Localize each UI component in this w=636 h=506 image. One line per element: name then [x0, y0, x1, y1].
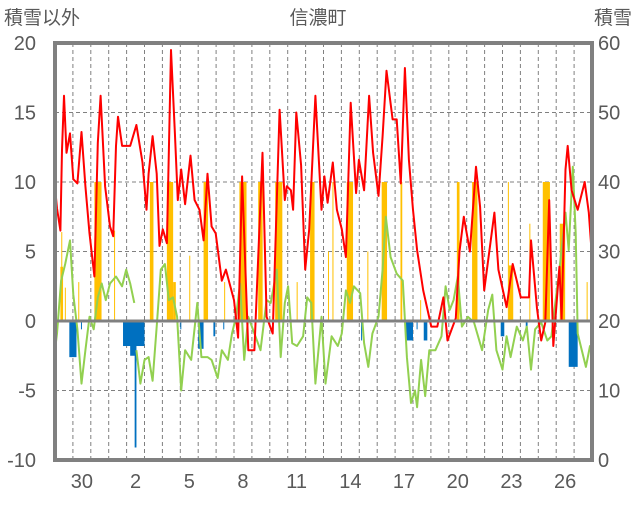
- orange-bar: [64, 287, 66, 321]
- orange-bar: [149, 182, 154, 321]
- right-y-tick-label: 20: [598, 311, 620, 333]
- blue-bar: [500, 321, 505, 337]
- orange-bar: [542, 182, 550, 321]
- blue-bar: [223, 321, 225, 330]
- blue-bar: [134, 321, 137, 448]
- orange-bar: [400, 182, 403, 321]
- orange-bar: [508, 265, 514, 321]
- orange-bar: [258, 182, 263, 321]
- red-line: [54, 49, 593, 352]
- orange-bar: [507, 182, 509, 321]
- left-axis-title: 積雪以外: [4, 7, 80, 29]
- orange-bar: [114, 230, 116, 321]
- orange-bar: [332, 182, 334, 321]
- x-tick-label: 11: [286, 471, 307, 493]
- right-y-tick-label: 40: [598, 172, 620, 194]
- right-y-tick-label: 30: [598, 242, 620, 264]
- right-y-tick-label: 50: [598, 103, 620, 125]
- x-tick-label: 2: [130, 471, 141, 493]
- blue-bar: [130, 321, 136, 356]
- blue-bar: [405, 321, 413, 341]
- blue-bar: [180, 321, 182, 330]
- left-y-tick-label: -5: [18, 381, 36, 403]
- x-tick-label: 17: [393, 471, 415, 493]
- blue-bar: [423, 321, 428, 341]
- blue-bar: [69, 321, 77, 358]
- left-y-tick-label: 5: [25, 242, 36, 264]
- chart-title: 信濃町: [289, 7, 346, 29]
- orange-bar: [296, 282, 298, 321]
- left-y-tick-label: -10: [7, 450, 36, 472]
- x-tick-label: 26: [554, 471, 576, 493]
- orange-bar: [456, 182, 460, 321]
- orange-bar: [472, 182, 478, 321]
- orange-bar: [224, 282, 226, 321]
- left-y-tick-label: 20: [14, 33, 36, 55]
- orange-bar: [78, 282, 80, 321]
- orange-bar: [420, 300, 422, 321]
- blue-bar: [361, 321, 363, 341]
- green-line: [54, 239, 136, 385]
- blue-bar: [198, 321, 204, 349]
- x-tick-label: 5: [184, 471, 195, 493]
- green-line: [135, 165, 593, 409]
- right-y-tick-label: 60: [598, 33, 620, 55]
- x-tick-label: 8: [237, 471, 248, 493]
- orange-bar: [94, 182, 102, 321]
- orange-bar: [203, 182, 209, 321]
- blue-bar: [568, 321, 578, 367]
- right-axis-title: 積雪: [594, 7, 632, 29]
- orange-bar: [367, 251, 369, 321]
- plot-frame: [53, 41, 594, 462]
- orange-bar: [310, 182, 315, 321]
- orange-bar: [327, 251, 329, 321]
- orange-bar: [586, 282, 588, 321]
- orange-bar: [275, 182, 283, 321]
- orange-bar: [346, 182, 354, 321]
- x-tick-label: 30: [71, 471, 93, 493]
- left-y-tick-label: 10: [14, 172, 36, 194]
- x-tick-label: 14: [339, 471, 361, 493]
- orange-bar: [166, 182, 174, 321]
- blue-bar: [525, 321, 528, 330]
- blue-bar: [213, 321, 216, 337]
- left-y-tick-label: 15: [14, 103, 36, 125]
- x-tick-label: 23: [500, 471, 522, 493]
- right-y-tick-label: 10: [598, 381, 620, 403]
- orange-bar: [239, 182, 247, 321]
- orange-bar: [189, 255, 191, 321]
- left-y-tick-label: 0: [25, 311, 36, 333]
- blue-bar: [416, 321, 418, 330]
- right-y-tick-label: 0: [598, 450, 609, 472]
- blue-bar: [80, 321, 82, 330]
- x-tick-label: 20: [447, 471, 469, 493]
- plot-border: [53, 41, 594, 462]
